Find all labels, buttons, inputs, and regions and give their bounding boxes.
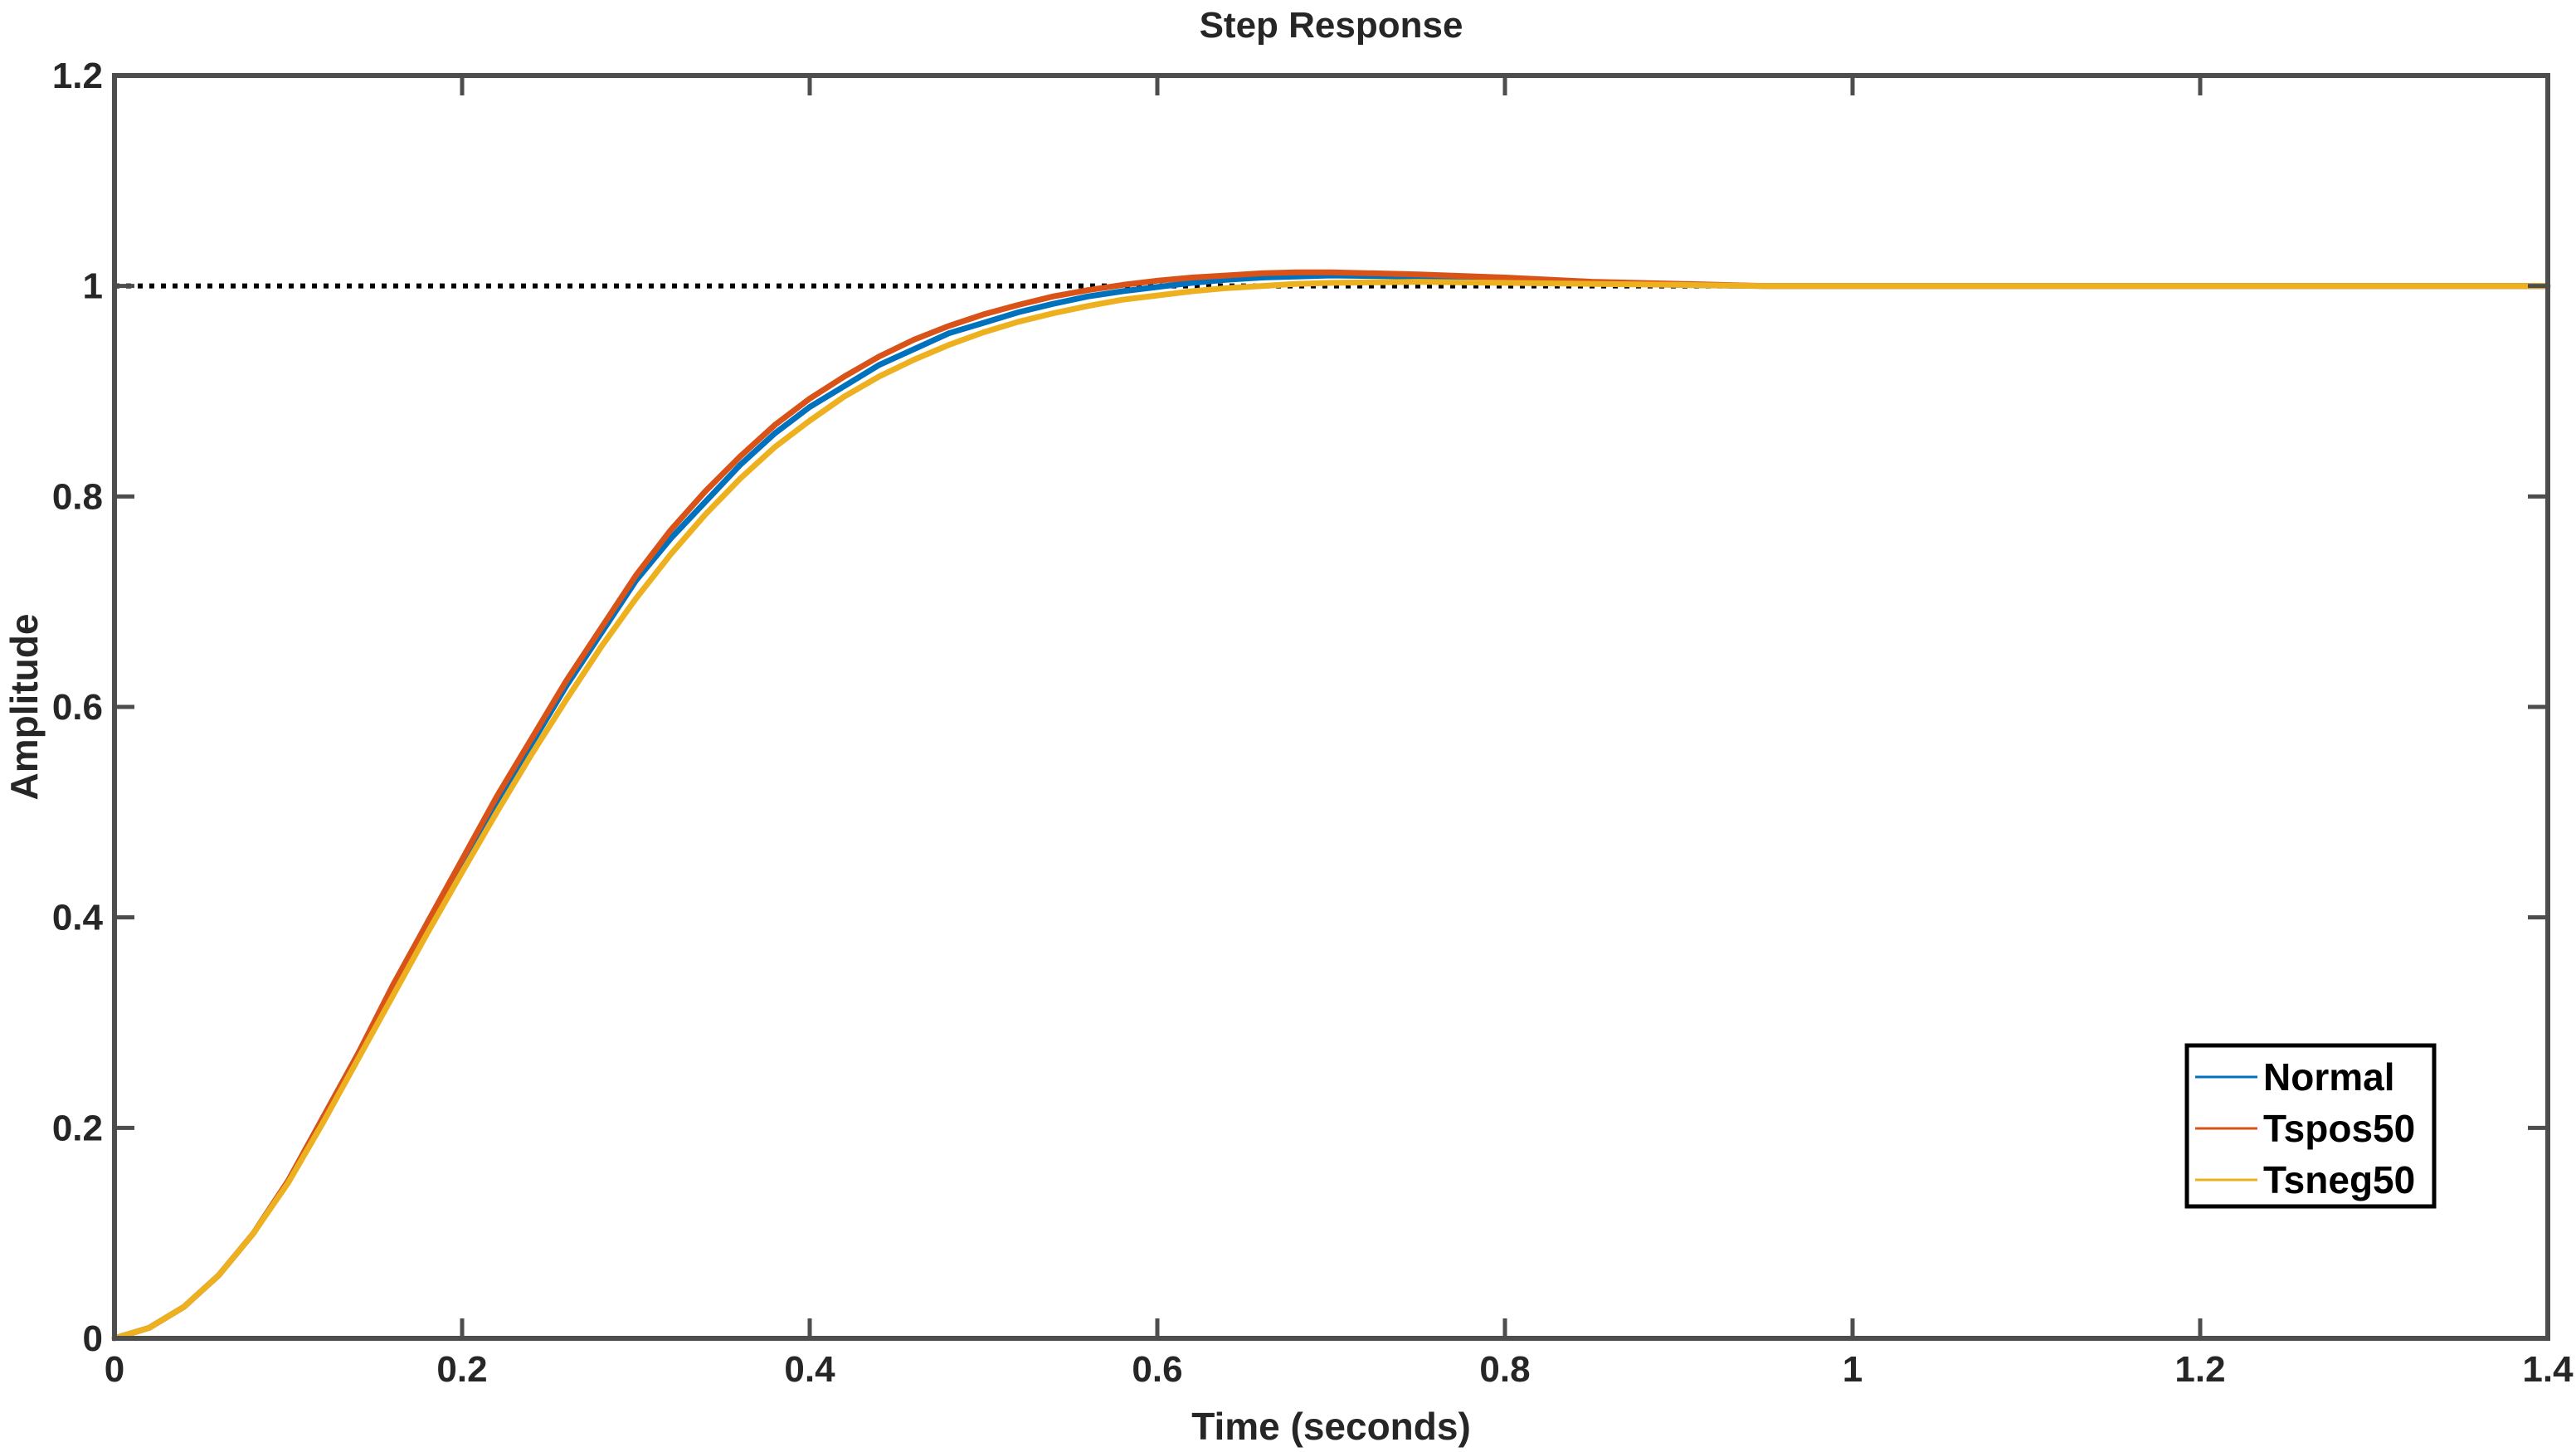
legend-label-normal: Normal <box>2263 1055 2394 1099</box>
legend-label-tspos50: Tspos50 <box>2263 1107 2415 1150</box>
x-tick-label: 1 <box>1843 1349 1863 1390</box>
x-tick-label: 0.8 <box>1479 1349 1530 1390</box>
x-tick-label: 0.4 <box>784 1349 835 1390</box>
y-tick-label: 1.2 <box>52 56 103 96</box>
y-tick-label: 1 <box>83 266 103 307</box>
x-tick-label: 0.6 <box>1132 1349 1182 1390</box>
y-tick-label: 0.6 <box>52 687 103 728</box>
legend: Normal Tspos50 Tsneg50 <box>2184 1043 2437 1209</box>
y-tick-label: 0 <box>83 1318 103 1359</box>
y-tick-label: 0.8 <box>52 476 103 517</box>
tick-label-layer: 0 0.2 0.4 0.6 0.8 1 1.2 1.4 0 0.2 0.4 0.6 0.8 1 1.2 <box>52 56 2574 1390</box>
tick-layer <box>112 73 2550 1341</box>
x-tick-label: 0 <box>105 1349 124 1390</box>
series-layer <box>111 269 2551 1342</box>
series-line-tsneg50 <box>111 279 2551 1342</box>
series-line-tspos50 <box>111 269 2551 1342</box>
x-tick-label: 1.2 <box>2174 1349 2225 1390</box>
y-tick-label: 0.2 <box>52 1108 103 1148</box>
y-axis-title: Amplitude <box>2 614 46 801</box>
y-tick-label: 0.4 <box>52 898 104 938</box>
chart-title: Step Response <box>1200 5 1463 46</box>
x-axis-title: Time (seconds) <box>1191 1405 1471 1448</box>
plot-area <box>114 76 2548 1338</box>
x-tick-label: 1.4 <box>2522 1349 2574 1390</box>
legend-label-tsneg50: Tsneg50 <box>2263 1158 2415 1201</box>
x-tick-label: 0.2 <box>436 1349 487 1390</box>
